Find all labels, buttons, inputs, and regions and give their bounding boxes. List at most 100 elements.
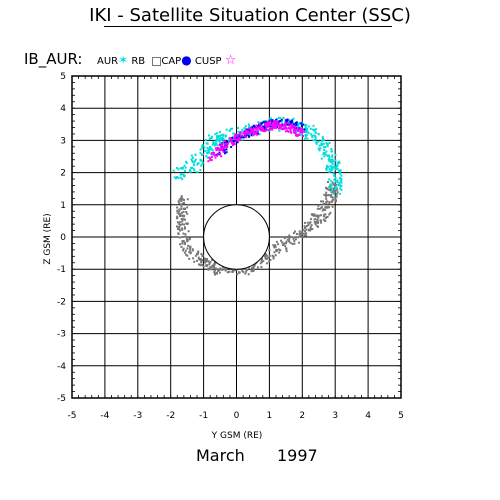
point-rb: [247, 273, 250, 276]
point-aur: [334, 168, 337, 171]
point-rb: [275, 240, 278, 243]
point-cap: [238, 135, 241, 138]
point-rb: [221, 268, 224, 271]
point-rb: [329, 184, 332, 187]
point-rb: [195, 259, 198, 262]
point-rb: [178, 226, 181, 229]
point-rb: [305, 234, 308, 237]
point-aur: [296, 122, 299, 125]
point-rb: [241, 269, 244, 272]
point-aur: [228, 139, 231, 142]
point-aur: [220, 134, 223, 137]
point-cusp: [255, 124, 258, 127]
point-rb: [326, 200, 329, 203]
point-aur: [335, 164, 338, 167]
point-rb: [201, 255, 204, 258]
point-rb: [302, 228, 305, 231]
point-cusp: [230, 140, 233, 143]
point-rb: [183, 227, 186, 230]
point-rb: [182, 207, 185, 210]
point-rb: [183, 201, 186, 204]
y-tick-label-0: -5: [57, 394, 66, 404]
point-aur: [320, 142, 323, 145]
point-cusp: [223, 146, 226, 149]
point-rb: [316, 219, 319, 222]
point-aur: [340, 184, 343, 187]
point-aur: [328, 178, 331, 181]
point-cusp: [300, 127, 303, 130]
point-rb: [286, 238, 289, 241]
point-aur: [206, 147, 209, 150]
point-rb: [301, 236, 304, 239]
point-rb: [310, 213, 313, 216]
point-aur: [192, 167, 195, 170]
point-cusp: [264, 122, 267, 125]
point-cusp: [240, 134, 243, 137]
point-rb: [284, 245, 287, 248]
point-rb: [177, 233, 180, 236]
point-aur: [331, 154, 334, 157]
point-cusp: [258, 126, 261, 129]
point-cusp: [252, 127, 255, 130]
point-aur: [330, 186, 333, 189]
point-rb: [309, 228, 312, 231]
point-rb: [253, 264, 256, 267]
point-cusp: [257, 126, 260, 129]
point-rb: [313, 221, 316, 224]
point-aur: [314, 137, 317, 140]
point-aur: [329, 165, 332, 168]
point-rb: [197, 256, 200, 259]
point-cap: [252, 124, 255, 127]
point-rb: [180, 211, 183, 214]
point-rb: [306, 221, 309, 224]
point-cap: [302, 123, 305, 126]
point-aur: [314, 131, 317, 134]
point-cusp: [289, 127, 292, 130]
point-rb: [207, 260, 210, 263]
point-rb: [282, 243, 285, 246]
point-aur: [307, 125, 310, 128]
point-aur: [247, 123, 250, 126]
point-rb: [265, 262, 268, 265]
point-aur: [326, 145, 329, 148]
point-rb: [334, 198, 337, 201]
point-rb: [252, 265, 255, 268]
point-cap: [235, 137, 238, 140]
point-cap: [242, 136, 245, 139]
point-aur: [299, 134, 302, 137]
point-aur: [208, 134, 211, 137]
point-rb: [179, 213, 182, 216]
point-cusp: [266, 120, 269, 123]
point-aur: [258, 133, 261, 136]
point-cusp: [214, 156, 217, 159]
point-rb: [187, 230, 190, 233]
point-rb: [224, 267, 227, 270]
point-aur: [217, 135, 220, 138]
point-cap: [241, 135, 244, 138]
point-rb: [214, 273, 217, 276]
point-aur: [340, 177, 343, 180]
point-cap: [236, 141, 239, 144]
point-rb: [332, 189, 335, 192]
point-rb: [322, 200, 325, 203]
point-cusp: [282, 125, 285, 128]
point-rb: [199, 264, 202, 267]
point-rb: [328, 213, 331, 216]
point-aur: [338, 161, 341, 164]
point-rb: [181, 242, 184, 245]
point-rb: [313, 213, 316, 216]
point-rb: [218, 269, 221, 272]
point-rb: [178, 208, 181, 211]
point-rb: [189, 249, 192, 252]
point-cusp: [251, 129, 254, 132]
point-cap: [248, 135, 251, 138]
point-rb: [298, 230, 301, 233]
point-cusp: [238, 139, 241, 142]
point-rb: [331, 196, 334, 199]
point-rb: [333, 188, 336, 191]
point-aur: [325, 167, 328, 170]
legend-label-aur: AUR: [97, 56, 119, 67]
point-aur: [177, 168, 180, 171]
point-aur: [224, 135, 227, 138]
point-aur: [189, 170, 192, 173]
